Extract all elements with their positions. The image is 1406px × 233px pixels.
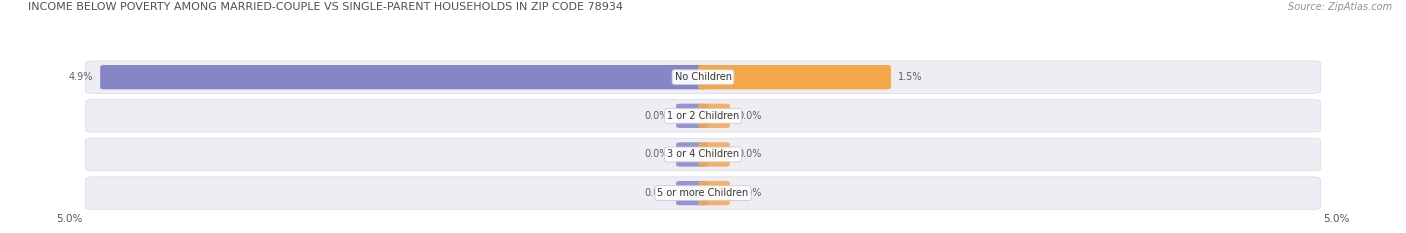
Text: Source: ZipAtlas.com: Source: ZipAtlas.com [1288, 2, 1392, 12]
Text: 0.0%: 0.0% [644, 149, 669, 159]
Text: 0.0%: 0.0% [737, 149, 762, 159]
Text: 0.0%: 0.0% [644, 111, 669, 121]
Text: No Children: No Children [675, 72, 731, 82]
FancyBboxPatch shape [86, 177, 1320, 209]
FancyBboxPatch shape [676, 142, 707, 167]
Text: 4.9%: 4.9% [69, 72, 93, 82]
Text: 0.0%: 0.0% [644, 188, 669, 198]
Text: 5.0%: 5.0% [56, 214, 83, 224]
Text: 3 or 4 Children: 3 or 4 Children [666, 149, 740, 159]
FancyBboxPatch shape [100, 65, 707, 89]
FancyBboxPatch shape [699, 65, 891, 89]
FancyBboxPatch shape [86, 99, 1320, 132]
Text: 0.0%: 0.0% [737, 188, 762, 198]
FancyBboxPatch shape [676, 181, 707, 205]
Text: INCOME BELOW POVERTY AMONG MARRIED-COUPLE VS SINGLE-PARENT HOUSEHOLDS IN ZIP COD: INCOME BELOW POVERTY AMONG MARRIED-COUPL… [28, 2, 623, 12]
Text: 5.0%: 5.0% [1323, 214, 1350, 224]
Legend: Married Couples, Single Parents: Married Couples, Single Parents [596, 230, 810, 233]
Text: 1 or 2 Children: 1 or 2 Children [666, 111, 740, 121]
FancyBboxPatch shape [86, 61, 1320, 93]
Text: 0.0%: 0.0% [737, 111, 762, 121]
FancyBboxPatch shape [86, 138, 1320, 171]
Text: 1.5%: 1.5% [898, 72, 922, 82]
Text: 5 or more Children: 5 or more Children [658, 188, 748, 198]
FancyBboxPatch shape [676, 104, 707, 128]
FancyBboxPatch shape [699, 181, 730, 205]
FancyBboxPatch shape [699, 142, 730, 167]
FancyBboxPatch shape [699, 104, 730, 128]
